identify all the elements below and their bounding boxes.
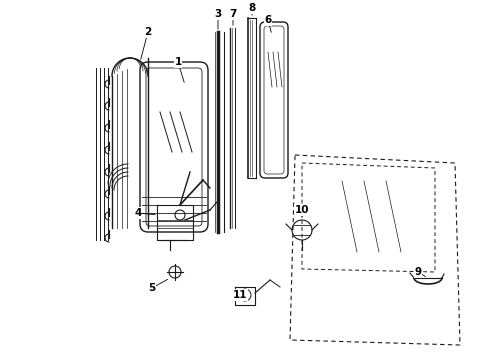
- Text: 3: 3: [215, 9, 221, 19]
- Text: 8: 8: [248, 3, 256, 13]
- Text: 7: 7: [229, 9, 237, 19]
- Text: 11: 11: [233, 290, 247, 300]
- Text: 10: 10: [295, 205, 309, 215]
- Text: 2: 2: [145, 27, 151, 37]
- Text: 4: 4: [134, 208, 142, 218]
- Text: 1: 1: [174, 57, 182, 67]
- Text: 5: 5: [148, 283, 156, 293]
- Text: 6: 6: [265, 15, 271, 25]
- Text: 9: 9: [415, 267, 421, 277]
